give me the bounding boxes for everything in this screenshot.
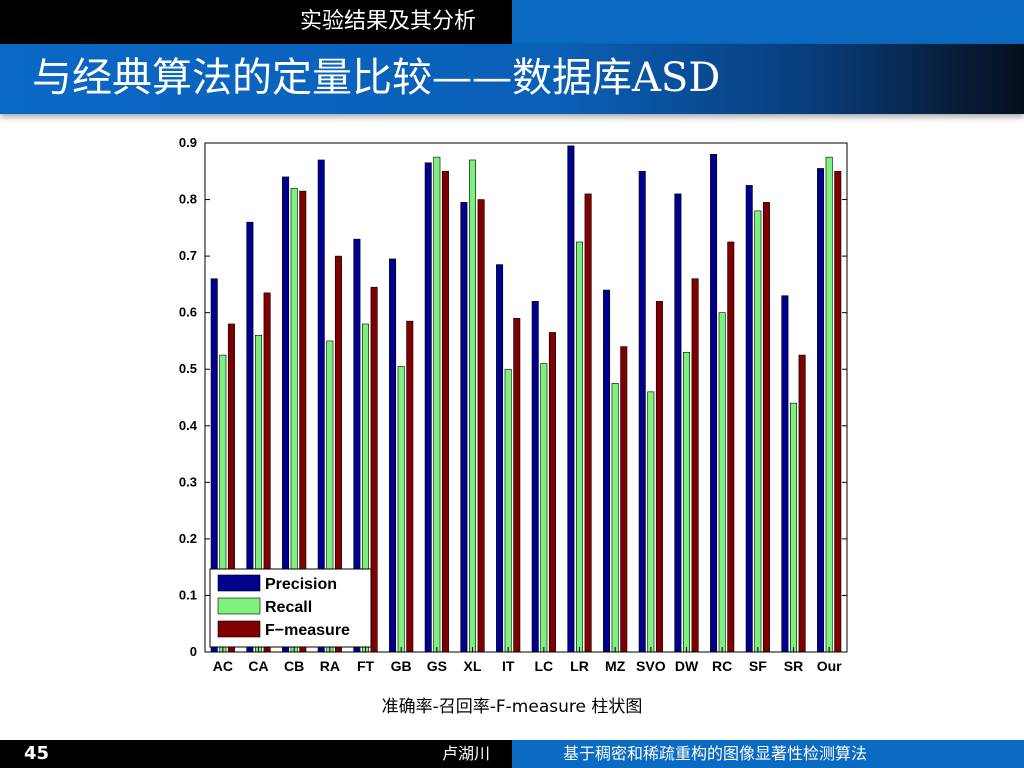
legend-label: F−measure xyxy=(265,622,350,639)
bar xyxy=(468,159,476,653)
bar xyxy=(370,286,378,653)
x-tick-label: SF xyxy=(749,658,767,674)
bar xyxy=(754,210,762,653)
bar xyxy=(513,318,521,653)
x-tick-label: FT xyxy=(357,658,375,674)
bar xyxy=(531,301,539,653)
bar xyxy=(504,368,512,653)
y-tick-label: 0.5 xyxy=(179,361,197,376)
bar xyxy=(620,346,628,653)
title-bar xyxy=(0,44,1024,114)
bar xyxy=(762,202,770,653)
chart-caption: 准确率-召回率-F-measure 柱状图 xyxy=(381,697,643,717)
legend-swatch xyxy=(217,597,261,615)
plot-frame xyxy=(204,142,848,653)
page-title: 与经典算法的定量比较——数据库ASD xyxy=(32,55,721,101)
bar xyxy=(638,170,646,653)
bar xyxy=(727,241,735,653)
bar xyxy=(389,258,397,653)
x-tick-label: SVO xyxy=(636,658,666,674)
bar xyxy=(477,199,485,653)
page-number: 45 xyxy=(24,743,50,764)
x-tick-label: LR xyxy=(570,658,589,674)
x-tick-label: Our xyxy=(817,658,842,674)
x-tick-label: CB xyxy=(284,658,304,674)
y-tick-label: 0.1 xyxy=(179,587,197,602)
x-tick-label: CA xyxy=(248,658,268,674)
bar xyxy=(798,354,806,653)
legend-swatch xyxy=(217,574,261,592)
legend-swatch xyxy=(217,620,261,638)
bar xyxy=(834,170,842,653)
presentation-title: 基于稠密和稀疏重构的图像显著性检测算法 xyxy=(562,744,867,763)
y-tick-label: 0.9 xyxy=(179,135,197,150)
bar xyxy=(397,366,405,653)
y-tick-label: 0.6 xyxy=(179,305,197,320)
x-tick-label: DW xyxy=(675,658,699,674)
legend-label: Recall xyxy=(265,599,312,616)
bar xyxy=(655,301,663,653)
y-tick-label: 0.8 xyxy=(179,192,197,207)
bar xyxy=(825,156,833,653)
bar xyxy=(460,202,468,653)
x-tick-label: RC xyxy=(712,658,732,674)
y-tick-label: 0.7 xyxy=(179,248,197,263)
bar xyxy=(781,295,789,653)
x-tick-label: XL xyxy=(464,658,482,674)
bar xyxy=(603,289,611,653)
bar xyxy=(647,391,655,653)
bar xyxy=(611,383,619,653)
y-tick-label: 0.3 xyxy=(179,474,197,489)
x-tick-label: RA xyxy=(320,658,340,674)
x-tick-label: LC xyxy=(534,658,553,674)
bar xyxy=(575,241,583,653)
header-left-bar xyxy=(0,0,264,44)
x-tick-label: AC xyxy=(213,658,233,674)
y-tick-label: 0.4 xyxy=(179,418,198,433)
bar xyxy=(424,162,432,653)
author-name: 卢湖川 xyxy=(441,744,490,763)
section-label: 实验结果及其分析 xyxy=(264,0,512,44)
bar xyxy=(433,156,441,653)
bar xyxy=(441,170,449,653)
bar xyxy=(682,351,690,653)
bar xyxy=(584,193,592,653)
header-right-bar xyxy=(512,0,1024,44)
x-tick-label: IT xyxy=(502,658,515,674)
bar xyxy=(789,402,797,653)
bar xyxy=(567,145,575,653)
bar xyxy=(496,264,504,653)
bar xyxy=(691,278,699,653)
bar xyxy=(674,193,682,653)
x-tick-label: SR xyxy=(784,658,803,674)
bar xyxy=(548,332,556,653)
bar xyxy=(817,168,825,653)
footer-title-box xyxy=(512,740,1024,768)
bar xyxy=(718,312,726,653)
y-tick-label: 0 xyxy=(190,644,197,659)
x-tick-label: GB xyxy=(391,658,412,674)
y-tick-label: 0.2 xyxy=(179,531,197,546)
x-tick-label: GS xyxy=(427,658,447,674)
x-tick-label: MZ xyxy=(605,658,626,674)
legend-label: Precision xyxy=(265,576,337,593)
bar xyxy=(745,185,753,653)
bar xyxy=(540,363,548,653)
bar xyxy=(406,320,414,653)
bar xyxy=(710,154,718,653)
plot-area xyxy=(205,143,847,652)
